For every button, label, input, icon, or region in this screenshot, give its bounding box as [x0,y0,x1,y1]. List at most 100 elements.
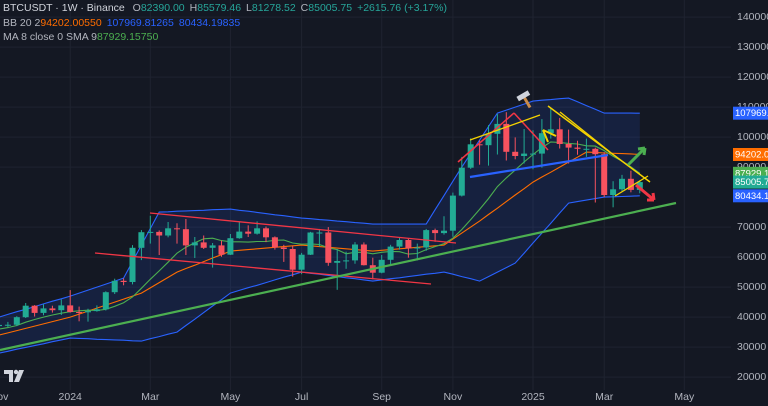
candle-body [67,305,74,312]
y-tick-label: 130000 [737,41,768,53]
candle-body [271,237,278,248]
trend-line [559,111,611,153]
candle-body [165,228,172,236]
candle-body [85,311,91,313]
indicator-value: 87929.15750 [96,31,159,43]
candle-body [547,129,554,134]
candle-body [156,231,163,236]
neckline [469,153,609,179]
x-tick-label: Sep [372,391,391,403]
candle-body [583,148,590,150]
candle-body [93,309,100,312]
indicator-value: 107969.81265 [106,16,174,29]
candle-body [182,229,189,246]
candle-body [352,244,358,261]
x-tick-label: Jul [295,391,308,403]
ohlc-value: 85005.75 [308,2,353,14]
y-tick-label: 40000 [737,311,766,323]
trend-line [614,175,649,197]
candle-body [236,231,243,239]
price-tag-label: 107969.81265 [735,108,768,119]
y-tick-label: 120000 [737,71,768,83]
channel-line [94,252,432,285]
candle-body [0,324,2,327]
candle-body [227,238,234,255]
candle-body [494,123,501,134]
trend-line [469,114,541,141]
candle-body [307,232,314,255]
pattern-line [457,112,515,163]
indicator-line [0,97,640,318]
candle-body [280,247,287,249]
y-tick-label: 30000 [737,341,766,353]
candle-body [4,324,11,326]
indicator-label: MA 8 close 0 SMA 9 [3,31,97,43]
x-tick-label: May [674,391,695,403]
candle-body [414,247,421,249]
candle-body [476,144,483,146]
candle-body [316,232,323,234]
x-tick-label: Mar [595,391,614,403]
candle-body [111,280,118,293]
price-tag-label: 85005.75 [735,177,768,188]
candle-body [423,230,430,248]
candle-body [619,178,625,190]
x-tick-label: 2025 [521,391,545,403]
indicator-row: MA 8 close 0 SMA 987929.15750 [3,30,452,45]
y-tick-label: 60000 [737,251,766,263]
y-tick-label: 100000 [737,131,768,143]
candle-body [218,245,225,255]
candle-body [601,154,608,195]
ohlc-label: H [189,2,198,14]
up-arrow [626,146,647,167]
ohlc-label: L [246,2,252,14]
y-tick-label: 20000 [737,371,766,383]
change: +2615.76 (+3.17%) [357,2,447,14]
candle-body [467,144,474,168]
symbol: BTCUSDT · 1W · Binance [3,2,125,14]
candle-body [387,246,394,260]
candle-body [343,260,350,262]
candle-body [521,153,528,156]
candle-body [325,232,332,263]
y-tick-label: 140000 [737,11,768,23]
candle-body [432,230,439,234]
price-tag [733,189,768,203]
candle-body [360,244,367,266]
candle-body [58,305,65,311]
candle-body [458,167,465,196]
candle-body [147,231,154,233]
candle-body [405,240,412,249]
x-tick-label: Mar [141,391,160,403]
candle-body [13,317,20,325]
candle-body [574,147,581,149]
indicator-value: 80434.19835 [178,16,241,29]
candle-body [76,312,83,313]
y-tick-label: 70000 [737,221,766,233]
price-tag [733,106,768,120]
legend: BTCUSDT · 1W · Binance O82390.00 H85579.4… [3,1,452,45]
pattern-line [513,112,549,151]
candle-body [129,247,136,282]
x-tick-label: Nov [444,391,463,403]
axes: 2000030000400005000060000700009000010000… [0,11,768,403]
hammer-icon [516,90,532,109]
indicator-row: BB 20 294202.00550 107969.81265 80434.1983… [3,16,452,31]
candle-body [298,254,305,270]
candle-body [565,144,572,148]
price-tag-label: 80434.19835 [735,191,768,202]
candle-body [556,129,563,144]
price-tag-label: 87929.15750 [735,168,768,179]
candle-body [174,228,180,230]
ohlc-value: 82390.00 [140,2,185,14]
candle-body [22,305,29,318]
indicator-label: BB 20 2 [3,16,41,29]
x-tick-label: Nov [0,391,9,403]
price-tag [733,147,768,161]
arrow [542,129,557,143]
candle-body [40,308,47,313]
support-line [0,201,677,352]
candle-body [441,230,447,234]
candle-body [245,231,252,234]
